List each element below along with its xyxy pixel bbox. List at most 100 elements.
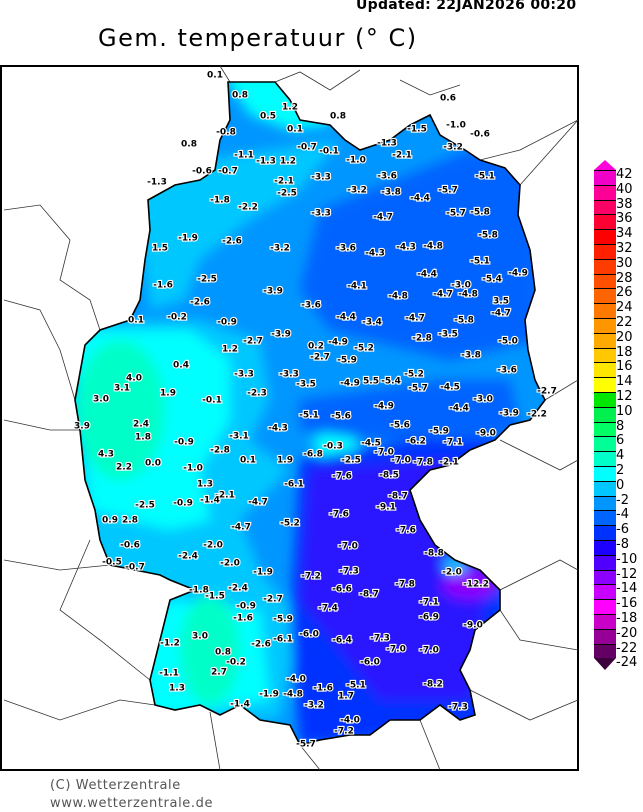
station-temperature-label: -0.9 [217,318,237,328]
colorbar-tick-label: -18 [616,611,638,626]
station-temperature-label: -0.7 [125,563,145,573]
station-temperature-label: -1.3 [377,139,397,149]
station-temperature-label: -5.4 [482,275,502,285]
station-temperature-label: -1.8 [210,196,230,206]
station-temperature-label: 1.2 [280,157,296,167]
colorbar-band [594,421,616,437]
station-temperature-label: -5.6 [331,412,351,422]
colorbar-band [594,406,616,422]
station-temperature-label: 0.1 [207,71,223,81]
station-temperature-label: -1.6 [153,281,173,291]
colorbar-tick-label: 10 [616,403,633,419]
station-temperature-label: 1.2 [222,345,238,355]
station-temperature-label: -5.1 [475,172,495,182]
station-temperature-label: -5.8 [478,231,498,241]
station-temperature-label: -5.9 [273,615,293,625]
station-temperature-label: -2.7 [537,387,557,397]
colorbar-band [594,170,616,185]
station-temperature-label: -3.8 [461,351,481,361]
station-temperature-label: -5.0 [498,337,518,347]
colorbar-tick-label: -24 [616,655,638,671]
station-temperature-label: -0.9 [173,499,193,509]
colorbar-band [594,436,616,452]
colorbar-tick-label: -20 [616,625,638,641]
station-temperature-label: -1.1 [159,669,179,679]
station-temperature-label: 0.5 [260,112,276,122]
station-temperature-label: -4.4 [410,194,430,204]
website-link[interactable]: www.wetterzentrale.de [50,796,214,811]
station-temperature-label: -1.9 [178,234,198,244]
station-temperature-label: 0.6 [440,94,456,104]
station-temperature-label: -4.9 [328,338,348,348]
station-temperature-label: 0.8 [181,140,197,150]
station-temperature-label: -6.8 [303,450,323,460]
station-temperature-label: -6.2 [406,437,426,447]
station-temperature-label: -0.1 [319,147,339,157]
station-temperature-label: 4.0 [126,374,142,384]
colorbar-tick-label: 28 [616,270,633,286]
colorbar-band [594,554,616,570]
station-temperature-label: -9.0 [476,429,496,439]
station-temperature-label: -2.7 [243,337,263,347]
colorbar-tick-label: -4 [616,507,629,523]
colorbar-tick-label: 34 [616,226,633,242]
station-temperature-label: -8.7 [359,590,379,600]
station-temperature-label: -0.2 [167,313,187,323]
station-temperature-label: -2.4 [178,552,198,562]
station-temperature-label: 1.7 [338,692,354,702]
station-temperature-label: -3.3 [279,370,299,380]
station-temperature-label: 0.8 [215,648,231,658]
colorbar-band [594,244,616,259]
colorbar-tick-label: 20 [616,329,633,345]
colorbar-tick-label: 38 [616,196,633,212]
colorbar-tick-label: -14 [616,581,638,597]
colorbar-tick-label: 8 [616,418,625,434]
station-temperature-label: 0.8 [330,112,346,122]
colorbar-tick-label: 30 [616,255,633,271]
station-labels: 0.10.81.20.5 0.80.1-0.80.8 -0.7-1.1-1.3 1.2… [73,69,558,750]
station-temperature-label: -1.4 [200,496,220,506]
station-temperature-label: -3.9 [263,287,283,297]
station-temperature-label: -4.7 [373,213,393,223]
station-temperature-label: -1.5 [407,125,427,135]
station-temperature-label: -3.0 [451,281,471,291]
station-temperature-label: -2.5 [341,456,361,466]
station-temperature-label: -7.0 [391,456,411,466]
station-temperature-label: -4.7 [248,498,268,508]
station-temperature-label: -1.1 [234,151,254,161]
station-temperature-label: -7.0 [386,645,406,655]
station-temperature-label: -1.5 [205,592,225,602]
colorbar-tick-label: -10 [616,551,638,567]
station-temperature-label: -5.1 [346,681,366,691]
station-temperature-label: 3.5 [493,297,509,307]
station-temperature-label: -2.0 [442,568,462,578]
colorbar-tick-label: 6 [616,433,625,449]
colorbar-band [594,510,616,526]
station-temperature-label: -2.0 [203,541,223,551]
station-temperature-label: -7.6 [396,526,416,536]
station-temperature-label: -4.4 [449,404,469,414]
station-temperature-label: -4.7 [231,523,251,533]
station-temperature-label: 2.4 [133,420,149,430]
station-temperature-label: 3.0 [192,632,208,642]
station-temperature-label: -5.4 [381,377,401,387]
station-temperature-label: -2.1 [215,491,235,501]
station-temperature-label: -0.7 [297,143,317,153]
station-temperature-label: -1.9 [253,568,273,578]
station-temperature-label: 1.8 [135,433,151,443]
colorbar-band [594,318,616,333]
station-temperature-label: -1.6 [313,684,333,694]
station-temperature-label: -7.1 [419,598,439,608]
station-temperature-label: -1.8 [189,586,209,596]
station-temperature-label: -3.3 [311,209,331,219]
station-temperature-label: -4.9 [374,402,394,412]
station-temperature-label: -5.1 [470,257,490,267]
station-temperature-label: -5.8 [454,316,474,326]
colorbar-band [594,495,616,511]
station-temperature-label: -2.7 [310,353,330,363]
station-temperature-label: -1.3 [147,178,167,188]
station-temperature-label: 1.3 [169,684,185,694]
station-temperature-label: -0.6 [192,167,212,177]
station-temperature-label: -5.2 [354,344,374,354]
colorbar-tick-label: 36 [616,211,633,227]
